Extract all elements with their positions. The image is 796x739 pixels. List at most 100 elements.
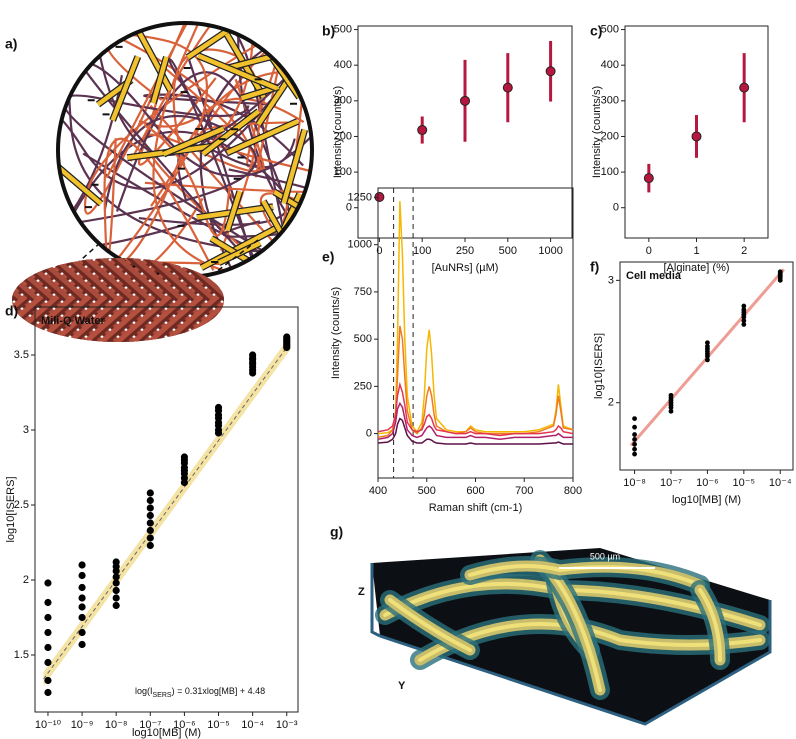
point bbox=[112, 586, 120, 595]
x-tick-label: 700 bbox=[515, 485, 533, 497]
equation-part: 4.48 bbox=[248, 686, 266, 696]
point bbox=[741, 307, 747, 313]
point bbox=[78, 561, 86, 569]
point bbox=[146, 526, 154, 535]
point bbox=[146, 519, 154, 527]
point bbox=[44, 579, 52, 587]
point bbox=[741, 303, 747, 309]
y-axis-label: log10[ISERS] bbox=[593, 333, 605, 399]
rod bbox=[162, 126, 225, 157]
x-axis-label: [Alginate] (%) bbox=[663, 262, 729, 274]
render-3d: Z Y X bbox=[358, 548, 772, 726]
point bbox=[632, 437, 637, 442]
y-tick-label: 0 bbox=[366, 428, 372, 440]
point bbox=[632, 446, 637, 452]
strut-highlight bbox=[468, 564, 702, 587]
x-tick-label: 500 bbox=[418, 485, 436, 497]
y-tick-label: 1.5 bbox=[14, 649, 29, 661]
x-tick-label: 800 bbox=[564, 485, 582, 497]
point bbox=[705, 357, 710, 363]
point bbox=[78, 613, 86, 622]
point bbox=[44, 628, 52, 637]
point bbox=[78, 628, 86, 637]
point bbox=[44, 598, 52, 607]
point bbox=[632, 441, 637, 447]
point bbox=[44, 643, 52, 652]
point bbox=[146, 496, 154, 505]
axis-label: Z bbox=[358, 586, 365, 598]
fit-band bbox=[43, 336, 290, 687]
panel-label: e) bbox=[322, 249, 334, 265]
fiber bbox=[105, 23, 269, 277]
spectrum bbox=[377, 401, 573, 441]
fiber bbox=[222, 168, 312, 238]
point bbox=[146, 534, 154, 542]
point bbox=[112, 579, 120, 587]
x-tick-label: 10⁻⁹ bbox=[71, 719, 94, 731]
y-tick-label: 100 bbox=[601, 166, 619, 178]
strut-highlight bbox=[388, 598, 472, 652]
point bbox=[44, 676, 52, 685]
x-tick-label: 500 bbox=[499, 245, 517, 257]
point bbox=[146, 541, 154, 550]
y-tick-label: 250 bbox=[354, 380, 372, 392]
x-tick-label: 10⁻⁷ bbox=[139, 719, 161, 731]
x-tick-label: 10⁻³ bbox=[276, 719, 298, 731]
point bbox=[741, 318, 747, 324]
chart-title: Mili-Q Water bbox=[41, 315, 105, 327]
point bbox=[44, 658, 52, 667]
x-tick-label: 10⁻⁸ bbox=[105, 719, 128, 731]
point bbox=[214, 403, 223, 412]
mesh-strut bbox=[250, 247, 370, 352]
y-tick-label: 750 bbox=[354, 286, 372, 298]
mesh-strut bbox=[0, 250, 2, 355]
rod bbox=[197, 53, 278, 91]
fiber bbox=[103, 137, 215, 271]
point bbox=[78, 594, 86, 602]
y-tick-label: 2 bbox=[23, 574, 29, 586]
y-tick-label: 2.5 bbox=[14, 499, 29, 511]
x-axis-label: [AuNRs] (µM) bbox=[432, 262, 499, 274]
panel-label: c) bbox=[590, 23, 602, 39]
spectrum bbox=[377, 201, 574, 435]
y-tick-label: 2 bbox=[608, 397, 614, 409]
rod bbox=[201, 109, 261, 156]
rod bbox=[225, 190, 242, 232]
rod bbox=[58, 48, 74, 85]
x-tick-label: 10⁻⁵ bbox=[733, 477, 756, 489]
x-axis-label: log10[MB] (M) bbox=[132, 727, 201, 739]
point bbox=[632, 432, 637, 437]
scale-label: 500 µm bbox=[590, 551, 620, 561]
mesh-strut bbox=[250, 250, 370, 355]
illustration bbox=[0, 21, 370, 355]
rod bbox=[281, 129, 307, 204]
fit-line bbox=[43, 343, 290, 680]
fit-equation: log(ISERS) = 0.31xlog[MB] + 4.48 bbox=[135, 686, 265, 699]
fiber bbox=[129, 23, 254, 162]
fiber bbox=[105, 33, 208, 266]
y-axis-label: Intensity (counts/s) bbox=[330, 287, 342, 379]
mesh-strut bbox=[0, 247, 2, 352]
fiber bbox=[58, 77, 290, 262]
point bbox=[44, 688, 52, 697]
x-tick-label: 1 bbox=[693, 245, 699, 257]
point bbox=[112, 558, 120, 566]
point bbox=[146, 489, 154, 497]
spectrum bbox=[377, 417, 573, 445]
point bbox=[180, 453, 189, 461]
mesh-strut bbox=[250, 247, 370, 352]
rod bbox=[151, 56, 169, 104]
point bbox=[146, 511, 154, 520]
point bbox=[691, 131, 702, 142]
point bbox=[417, 125, 428, 136]
point bbox=[668, 392, 674, 398]
x-tick-label: 0 bbox=[646, 245, 652, 257]
y-tick-label: 500 bbox=[601, 23, 619, 35]
point bbox=[112, 594, 120, 602]
x-axis-label: log10[MB] (M) bbox=[672, 494, 741, 506]
point bbox=[643, 173, 654, 184]
y-tick-label: 500 bbox=[334, 23, 352, 35]
equation-part: log(I bbox=[135, 686, 153, 696]
